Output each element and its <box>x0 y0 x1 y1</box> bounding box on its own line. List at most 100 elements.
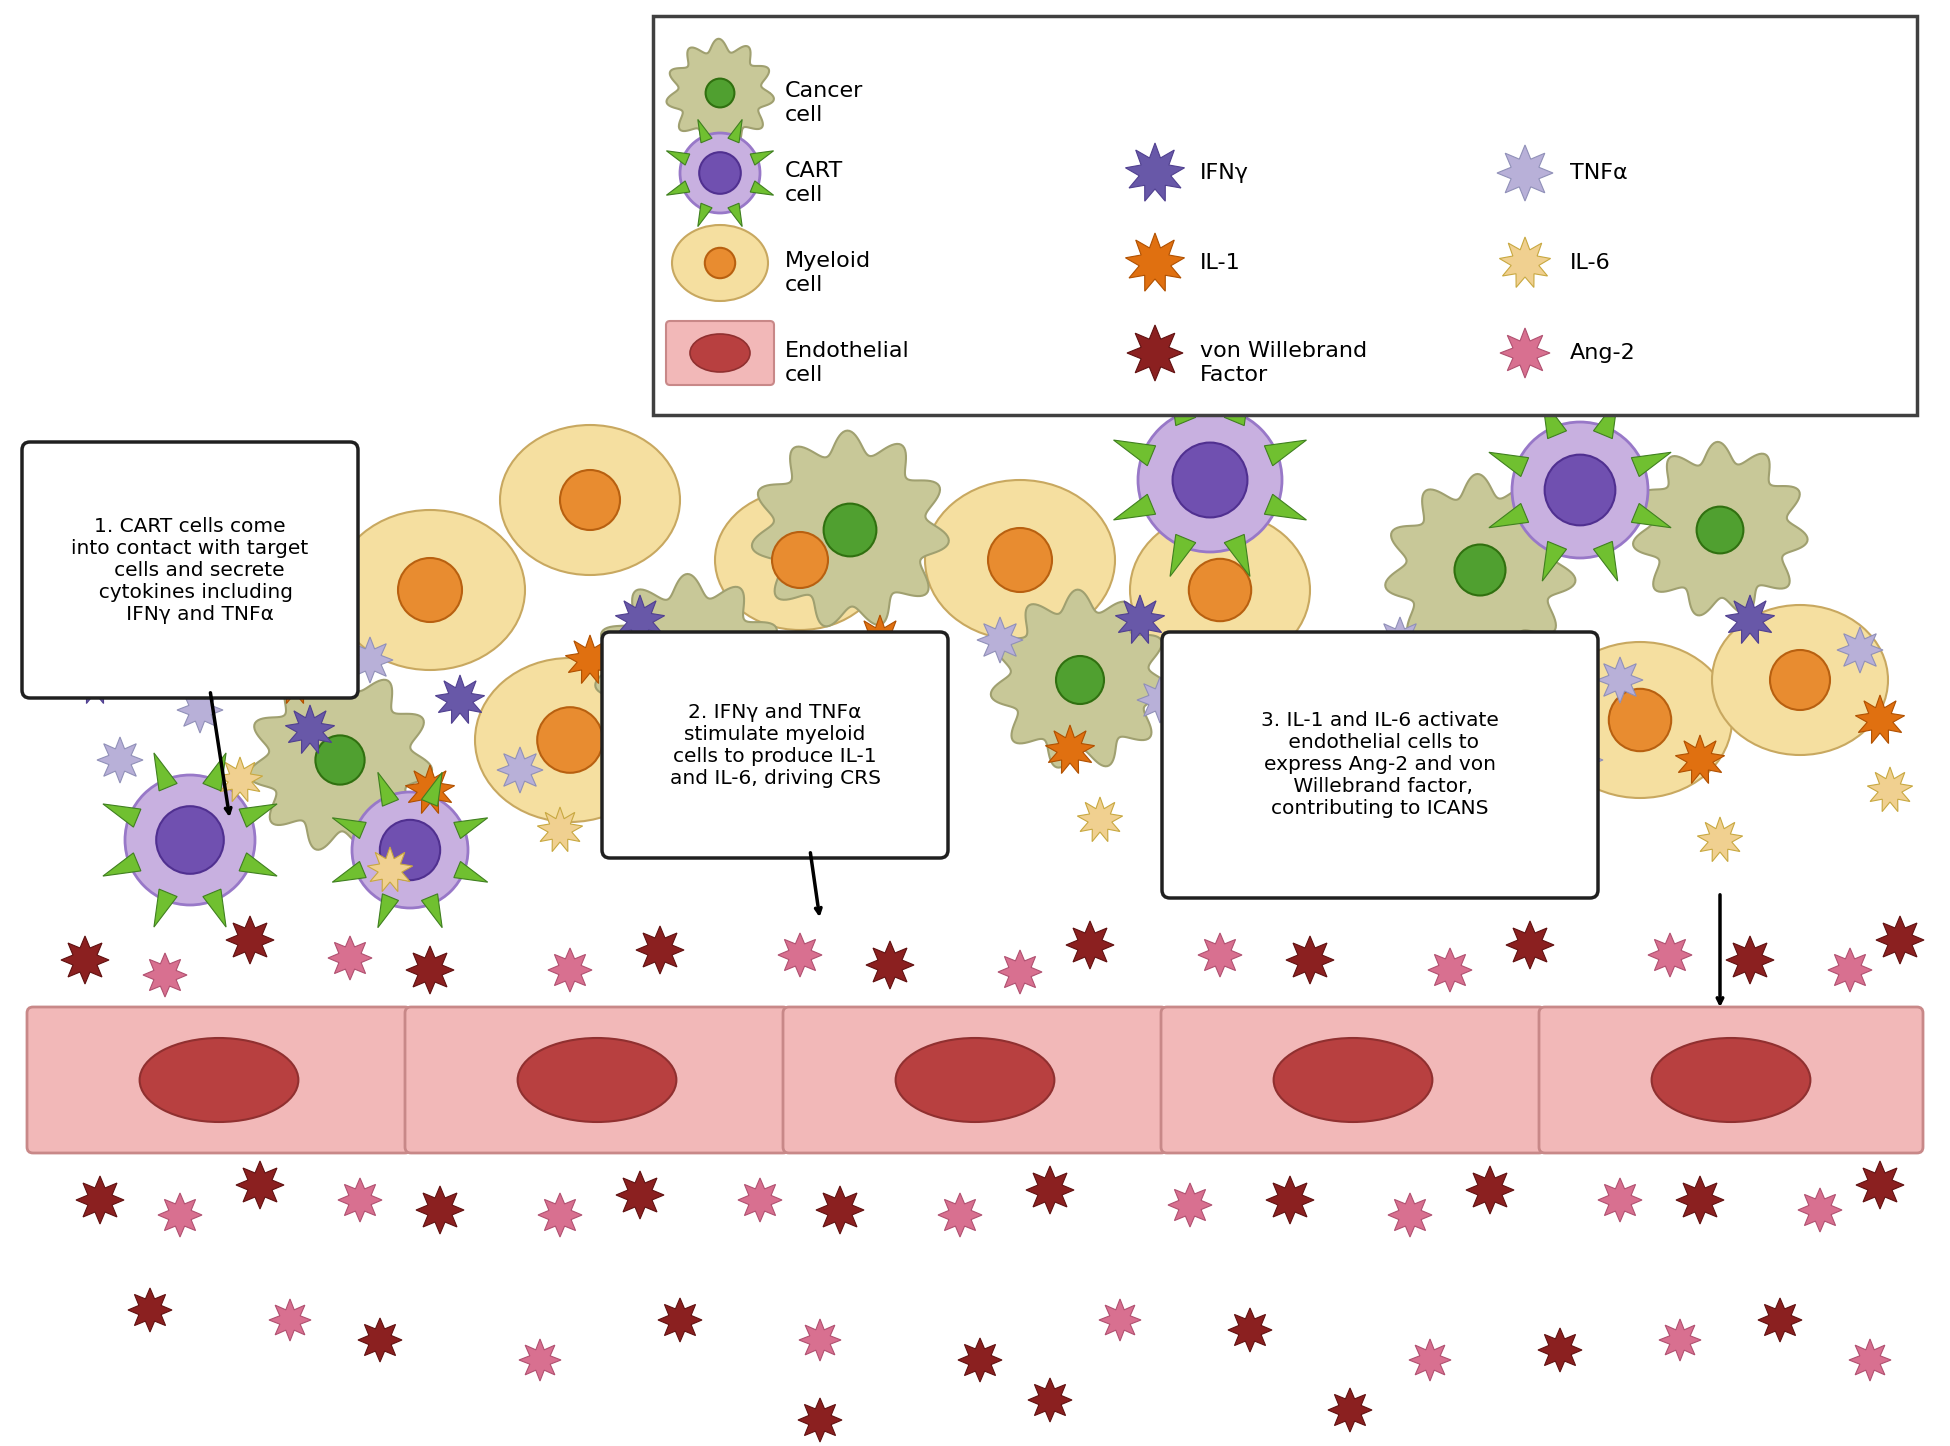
Ellipse shape <box>476 658 665 821</box>
Polygon shape <box>211 655 236 697</box>
Polygon shape <box>285 706 335 753</box>
Polygon shape <box>154 560 195 586</box>
Circle shape <box>706 78 735 107</box>
Circle shape <box>823 503 876 557</box>
Text: cell: cell <box>786 364 823 385</box>
Polygon shape <box>1464 645 1515 694</box>
Polygon shape <box>454 818 488 839</box>
Ellipse shape <box>1129 512 1310 668</box>
Polygon shape <box>698 204 712 227</box>
Ellipse shape <box>924 480 1115 641</box>
Polygon shape <box>977 617 1024 664</box>
Text: TNFα: TNFα <box>1570 163 1628 184</box>
Polygon shape <box>1798 1189 1843 1232</box>
Polygon shape <box>454 862 488 882</box>
Polygon shape <box>708 787 753 831</box>
Polygon shape <box>131 615 179 664</box>
Polygon shape <box>798 1398 842 1442</box>
Text: von Willebrand: von Willebrand <box>1199 341 1367 362</box>
Polygon shape <box>1306 766 1353 811</box>
Polygon shape <box>1170 383 1195 425</box>
Polygon shape <box>347 638 394 683</box>
Polygon shape <box>1197 933 1242 977</box>
Text: cell: cell <box>786 185 823 205</box>
Circle shape <box>772 532 829 589</box>
Polygon shape <box>1137 677 1184 723</box>
Polygon shape <box>1377 617 1423 664</box>
Polygon shape <box>657 656 704 703</box>
FancyBboxPatch shape <box>603 632 948 857</box>
Polygon shape <box>1854 696 1905 743</box>
Polygon shape <box>76 1176 125 1223</box>
Polygon shape <box>1632 453 1671 477</box>
Polygon shape <box>519 1339 562 1381</box>
Polygon shape <box>1597 656 1644 703</box>
Text: 1. CART cells come
into contact with target
   cells and secrete
  cytokines inc: 1. CART cells come into contact with tar… <box>72 516 308 623</box>
Polygon shape <box>406 946 454 993</box>
Polygon shape <box>154 615 195 641</box>
Polygon shape <box>378 894 398 928</box>
Polygon shape <box>1500 237 1550 288</box>
Circle shape <box>1172 442 1248 518</box>
Polygon shape <box>103 853 140 876</box>
Circle shape <box>700 152 741 194</box>
Ellipse shape <box>1712 604 1888 755</box>
Polygon shape <box>667 39 774 146</box>
Polygon shape <box>698 120 712 143</box>
Circle shape <box>1190 558 1252 622</box>
Polygon shape <box>1026 1165 1074 1215</box>
Polygon shape <box>1427 949 1472 992</box>
Polygon shape <box>938 1193 983 1236</box>
Polygon shape <box>1067 921 1113 969</box>
Polygon shape <box>406 765 454 814</box>
Polygon shape <box>1476 775 1525 823</box>
Polygon shape <box>866 941 915 989</box>
Polygon shape <box>216 758 263 801</box>
Polygon shape <box>367 847 413 892</box>
Polygon shape <box>1266 1176 1314 1223</box>
Polygon shape <box>332 818 367 839</box>
Circle shape <box>1139 408 1281 552</box>
Polygon shape <box>1726 594 1774 643</box>
Polygon shape <box>1168 1183 1213 1228</box>
Polygon shape <box>1597 1178 1642 1222</box>
Polygon shape <box>878 766 922 811</box>
Polygon shape <box>1498 145 1552 201</box>
Polygon shape <box>1593 541 1618 581</box>
Ellipse shape <box>690 334 751 372</box>
Polygon shape <box>269 1299 310 1340</box>
Polygon shape <box>1556 737 1603 782</box>
Polygon shape <box>1316 675 1365 723</box>
Polygon shape <box>1593 399 1618 438</box>
Circle shape <box>1384 724 1455 795</box>
Polygon shape <box>332 862 367 882</box>
FancyBboxPatch shape <box>653 16 1917 415</box>
FancyBboxPatch shape <box>27 1006 411 1152</box>
Polygon shape <box>421 772 443 807</box>
Polygon shape <box>1868 766 1913 811</box>
Polygon shape <box>716 714 764 763</box>
Polygon shape <box>1225 383 1250 425</box>
Polygon shape <box>800 1319 840 1361</box>
Polygon shape <box>538 807 583 852</box>
Circle shape <box>177 528 322 672</box>
Ellipse shape <box>517 1038 677 1122</box>
Polygon shape <box>1876 915 1925 964</box>
Circle shape <box>316 736 365 785</box>
FancyBboxPatch shape <box>1162 632 1597 898</box>
Polygon shape <box>1388 1193 1431 1236</box>
Polygon shape <box>497 748 542 792</box>
Text: IL-1: IL-1 <box>1199 253 1240 273</box>
Text: Cancer: Cancer <box>786 81 864 101</box>
Polygon shape <box>1726 936 1774 983</box>
Polygon shape <box>538 1193 581 1236</box>
Polygon shape <box>1696 817 1743 862</box>
FancyBboxPatch shape <box>784 1006 1166 1152</box>
Polygon shape <box>98 737 142 782</box>
Polygon shape <box>359 1317 402 1362</box>
Polygon shape <box>1837 628 1884 672</box>
Polygon shape <box>1328 1388 1373 1432</box>
Polygon shape <box>328 936 372 980</box>
Polygon shape <box>337 1178 382 1222</box>
Polygon shape <box>1490 453 1529 477</box>
